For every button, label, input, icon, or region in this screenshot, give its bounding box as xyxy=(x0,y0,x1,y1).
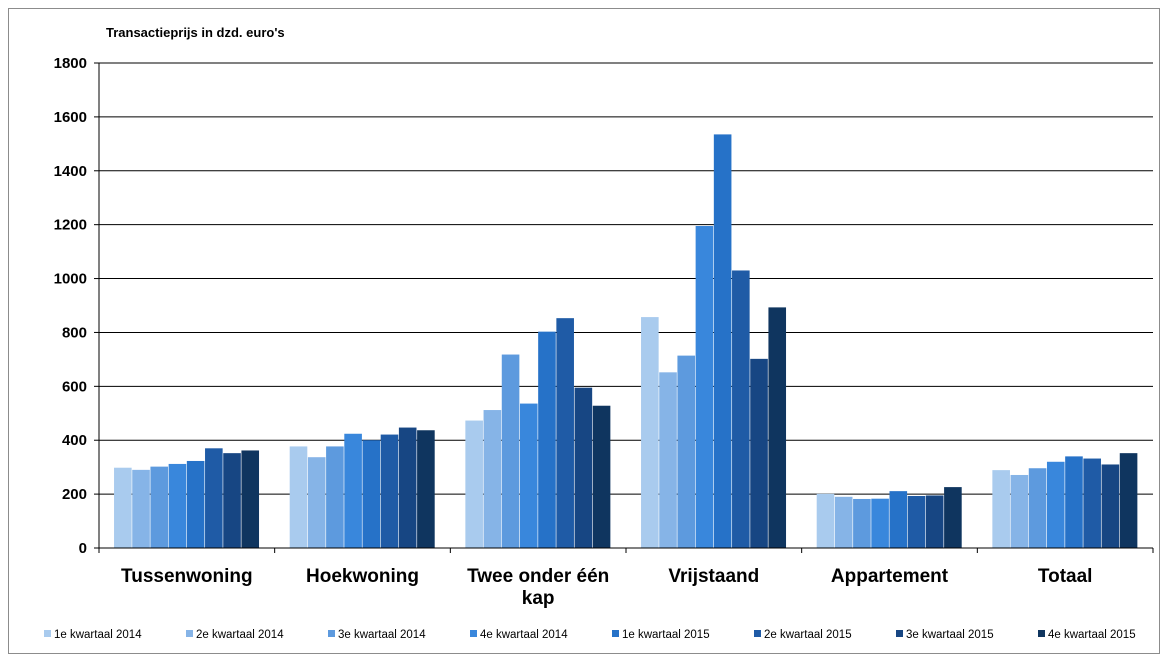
bar xyxy=(907,495,926,548)
gridlines xyxy=(99,62,1153,495)
bar xyxy=(289,446,308,548)
bar xyxy=(398,427,417,548)
legend-label: 3e kwartaal 2015 xyxy=(906,629,994,641)
bar xyxy=(1046,461,1065,548)
bar xyxy=(592,405,611,548)
bar xyxy=(750,358,768,548)
bar xyxy=(732,270,750,548)
chart-title: Transactieprijs in dzd. euro's xyxy=(106,25,285,40)
legend-label: 2e kwartaal 2014 xyxy=(196,629,284,641)
x-category-label: Hoekwoning xyxy=(306,566,419,587)
bar xyxy=(519,403,538,548)
legend-label: 2e kwartaal 2015 xyxy=(764,629,852,641)
y-tick-label: 1000 xyxy=(54,271,87,288)
bar xyxy=(1119,453,1138,548)
bar xyxy=(538,331,556,548)
legend-swatch xyxy=(328,630,335,637)
bar-chart: Transactieprijs in dzd. euro's 0 200 400 60… xyxy=(44,25,1154,641)
bar xyxy=(307,457,326,548)
legend-swatch xyxy=(1038,630,1045,637)
bar xyxy=(150,466,169,548)
bar xyxy=(362,440,381,548)
bar xyxy=(889,491,908,548)
bar xyxy=(713,134,732,548)
legend-swatch xyxy=(896,630,903,637)
bar xyxy=(205,448,223,548)
x-category-labels: Tussenwoning Hoekwoning Twee onder één kap V… xyxy=(121,566,1092,609)
y-tick-label: 1600 xyxy=(54,109,87,126)
legend-swatch xyxy=(754,630,761,637)
bar xyxy=(417,430,435,548)
y-tick-label: 600 xyxy=(62,378,87,395)
bar xyxy=(1065,456,1083,548)
bar xyxy=(380,434,399,548)
bar xyxy=(114,467,132,548)
legend-label: 3e kwartaal 2014 xyxy=(338,629,426,641)
bar xyxy=(816,493,835,548)
bar xyxy=(834,496,853,548)
bar xyxy=(944,487,962,548)
legend-label: 4e kwartaal 2015 xyxy=(1048,629,1136,641)
legend-swatch xyxy=(186,630,193,637)
legend-label: 1e kwartaal 2014 xyxy=(54,629,142,641)
bar xyxy=(132,469,150,548)
bar xyxy=(1028,468,1047,548)
x-category-label: Appartement xyxy=(831,566,949,587)
bar xyxy=(186,460,205,548)
bar xyxy=(241,450,260,548)
x-category-label: Tussenwoning xyxy=(121,566,253,587)
bar xyxy=(483,410,502,548)
y-tick-label: 800 xyxy=(62,324,87,341)
y-tick-label: 1400 xyxy=(54,163,87,180)
bar xyxy=(574,387,593,548)
bar xyxy=(1010,474,1029,548)
y-tick-label: 1200 xyxy=(54,217,87,234)
bar xyxy=(1083,458,1101,548)
legend: 1e kwartaal 2014 2e kwartaal 2014 3e kwart… xyxy=(44,629,1136,641)
x-category-label: Totaal xyxy=(1038,566,1093,587)
legend-swatch xyxy=(612,630,619,637)
bar xyxy=(326,446,344,548)
legend-label: 4e kwartaal 2014 xyxy=(480,629,568,641)
chart-frame: Transactieprijs in dzd. euro's 0 200 400 60… xyxy=(8,8,1160,654)
legend-swatch xyxy=(44,630,51,637)
bar xyxy=(641,317,659,548)
bar xyxy=(695,226,714,548)
bar xyxy=(677,355,696,548)
bars xyxy=(114,134,1138,548)
axes xyxy=(94,62,1154,553)
bar xyxy=(344,433,362,548)
x-category-label: Twee onder één kap xyxy=(467,566,609,609)
bar xyxy=(659,372,677,548)
legend-label: 1e kwartaal 2015 xyxy=(622,629,710,641)
bar xyxy=(168,463,187,548)
y-tick-labels: 0 200 400 600 800 1000 1200 1400 1600 1800 xyxy=(54,55,87,557)
y-tick-label: 0 xyxy=(79,540,87,557)
y-tick-label: 200 xyxy=(62,486,87,503)
bar xyxy=(556,318,574,548)
bar xyxy=(223,453,241,548)
bar xyxy=(501,354,520,548)
y-tick-label: 1800 xyxy=(54,55,87,72)
bar xyxy=(992,470,1010,548)
x-category-label: Vrijstaand xyxy=(668,566,759,587)
bar xyxy=(1101,464,1120,548)
bar xyxy=(853,498,871,548)
legend-swatch xyxy=(470,630,477,637)
y-tick-label: 400 xyxy=(62,432,87,449)
bar xyxy=(925,495,944,548)
bar xyxy=(768,307,787,548)
bar xyxy=(465,420,483,548)
bar xyxy=(871,498,889,548)
